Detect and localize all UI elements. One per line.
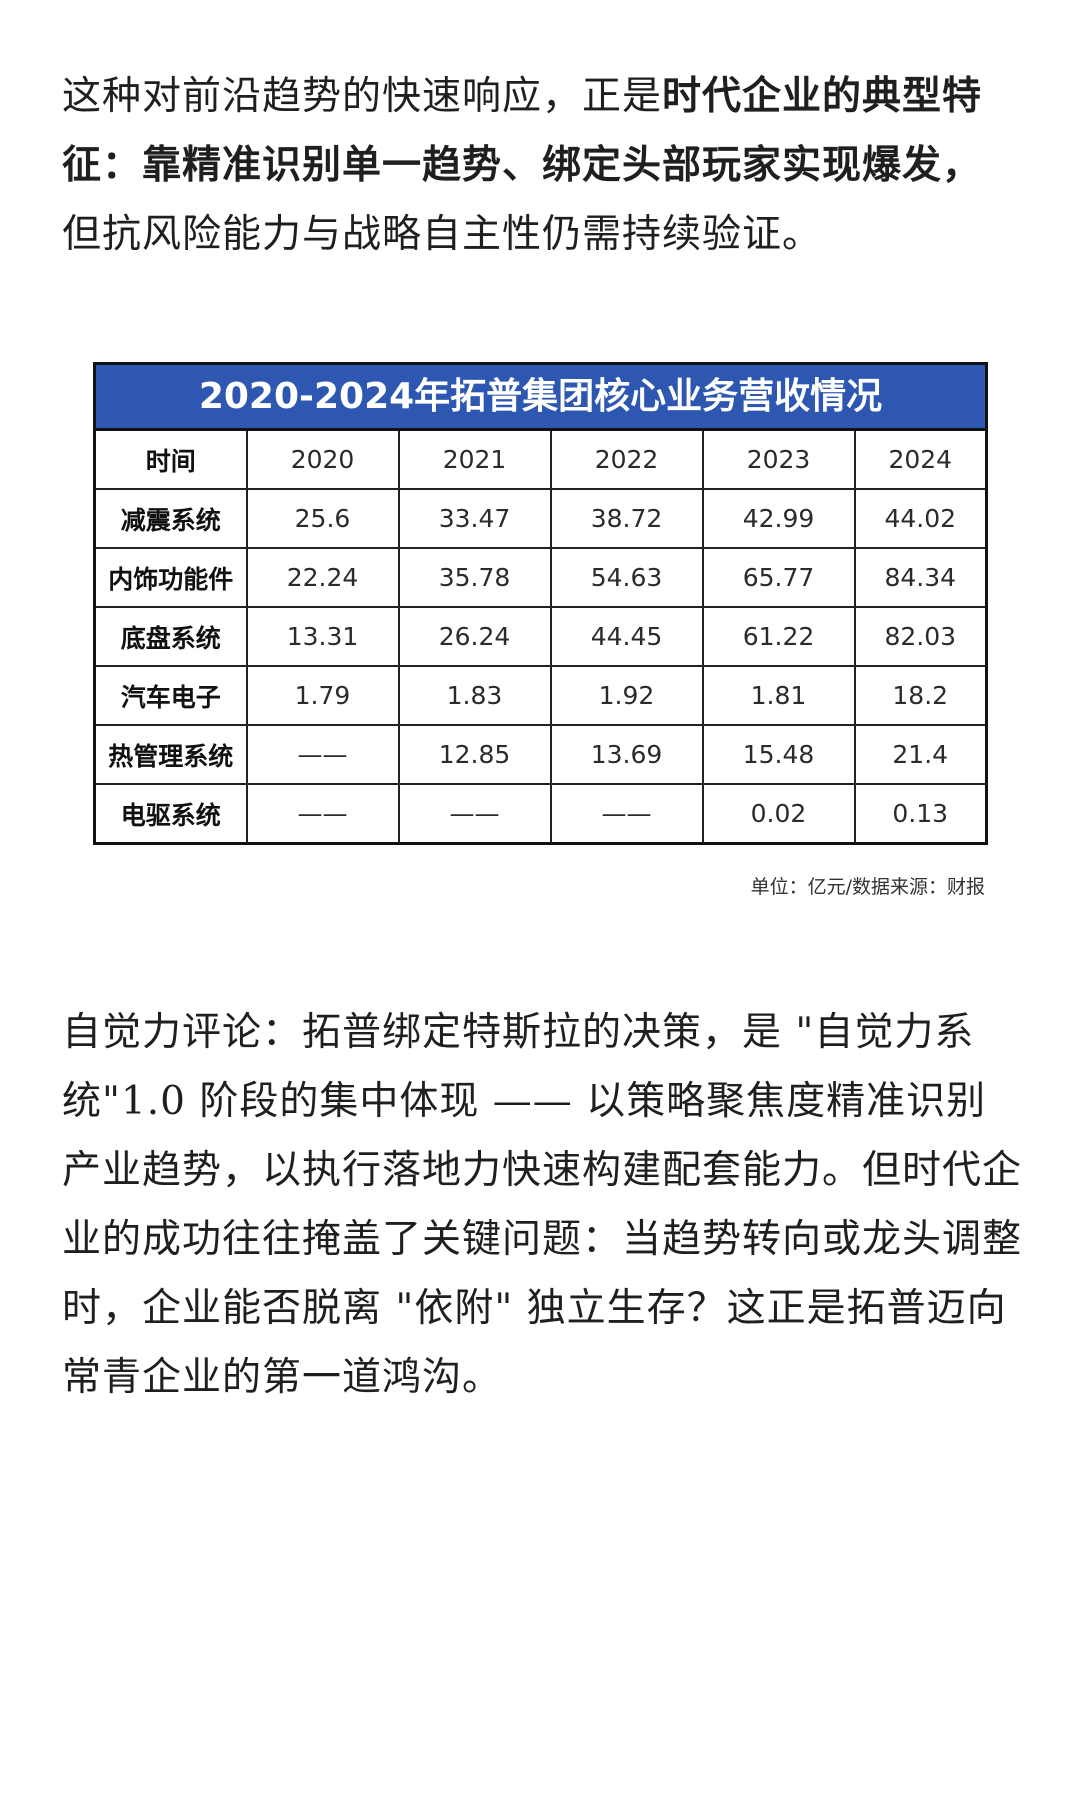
table-cell: 1.92 bbox=[549, 665, 704, 726]
table-cell: 44.02 bbox=[853, 488, 988, 549]
table-cell: 84.34 bbox=[853, 547, 988, 608]
table-cell: 26.24 bbox=[397, 606, 552, 667]
table-header-row: 时间 2020 2021 2022 2023 2024 bbox=[93, 428, 988, 490]
comment-paragraph: 自觉力评论：拓普绑定特斯拉的决策，是 "自觉力系统"1.0 阶段的集中体现 ——… bbox=[62, 1010, 1023, 1400]
table-cell: 25.6 bbox=[245, 488, 400, 549]
table-cell: 21.4 bbox=[853, 724, 988, 785]
table-cell: 82.03 bbox=[853, 606, 988, 667]
table-cell: 35.78 bbox=[397, 547, 552, 608]
year-header: 2023 bbox=[701, 428, 856, 490]
table-cell: 65.77 bbox=[701, 547, 856, 608]
table-cell: —— bbox=[397, 783, 552, 845]
table-cell: 18.2 bbox=[853, 665, 988, 726]
revenue-table-figure: 2020-2024年拓普集团核心业务营收情况 时间 2020 2021 2022… bbox=[93, 362, 988, 845]
table-cell: 13.31 bbox=[245, 606, 400, 667]
year-header: 2021 bbox=[397, 428, 552, 490]
table-cell: 13.69 bbox=[549, 724, 704, 785]
table-source-note: 单位：亿元/数据来源：财报 bbox=[750, 876, 985, 898]
intro-paragraph: 这种对前沿趋势的快速响应，正是时代企业的典型特征：靠精准识别单一趋势、绑定头部玩… bbox=[62, 62, 1022, 269]
year-header: 2024 bbox=[853, 428, 988, 490]
intro-text-a: 这种对前沿趋势的快速响应，正是 bbox=[62, 74, 663, 119]
year-header: 2022 bbox=[549, 428, 704, 490]
corner-label: 时间 bbox=[93, 428, 248, 490]
row-label: 热管理系统 bbox=[93, 724, 248, 785]
table-cell: —— bbox=[245, 783, 400, 845]
row-label: 内饰功能件 bbox=[93, 547, 248, 608]
row-label: 减震系统 bbox=[93, 488, 248, 549]
table-row: 电驱系统 —— —— —— 0.02 0.13 bbox=[93, 783, 988, 845]
intro-text-c: 但抗风险能力与战略自主性仍需持续验证。 bbox=[62, 212, 823, 257]
table-cell: —— bbox=[245, 724, 400, 785]
table-cell: 1.81 bbox=[701, 665, 856, 726]
table-cell: 0.13 bbox=[853, 783, 988, 845]
table-cell: 22.24 bbox=[245, 547, 400, 608]
table-row: 热管理系统 —— 12.85 13.69 15.48 21.4 bbox=[93, 724, 988, 785]
table-title: 2020-2024年拓普集团核心业务营收情况 bbox=[93, 362, 988, 428]
table-cell: 54.63 bbox=[549, 547, 704, 608]
table-cell: —— bbox=[549, 783, 704, 845]
table-cell: 1.79 bbox=[245, 665, 400, 726]
intro-text-bold: 时代企业的典型特征：靠精准识别单一趋势、绑定头部玩家实现爆发， bbox=[62, 73, 983, 188]
year-header: 2020 bbox=[245, 428, 400, 490]
table-cell: 1.83 bbox=[397, 665, 552, 726]
table-row: 汽车电子 1.79 1.83 1.92 1.81 18.2 bbox=[93, 665, 988, 726]
row-label: 电驱系统 bbox=[93, 783, 248, 845]
table-cell: 38.72 bbox=[549, 488, 704, 549]
revenue-table: 2020-2024年拓普集团核心业务营收情况 时间 2020 2021 2022… bbox=[93, 362, 988, 845]
table-row: 减震系统 25.6 33.47 38.72 42.99 44.02 bbox=[93, 488, 988, 549]
row-label: 汽车电子 bbox=[93, 665, 248, 726]
table-cell: 44.45 bbox=[549, 606, 704, 667]
row-label: 底盘系统 bbox=[93, 606, 248, 667]
table-cell: 42.99 bbox=[701, 488, 856, 549]
table-cell: 15.48 bbox=[701, 724, 856, 785]
table-cell: 33.47 bbox=[397, 488, 552, 549]
table-cell: 61.22 bbox=[701, 606, 856, 667]
table-row: 内饰功能件 22.24 35.78 54.63 65.77 84.34 bbox=[93, 547, 988, 608]
table-row: 底盘系统 13.31 26.24 44.45 61.22 82.03 bbox=[93, 606, 988, 667]
table-cell: 0.02 bbox=[701, 783, 856, 845]
table-cell: 12.85 bbox=[397, 724, 552, 785]
